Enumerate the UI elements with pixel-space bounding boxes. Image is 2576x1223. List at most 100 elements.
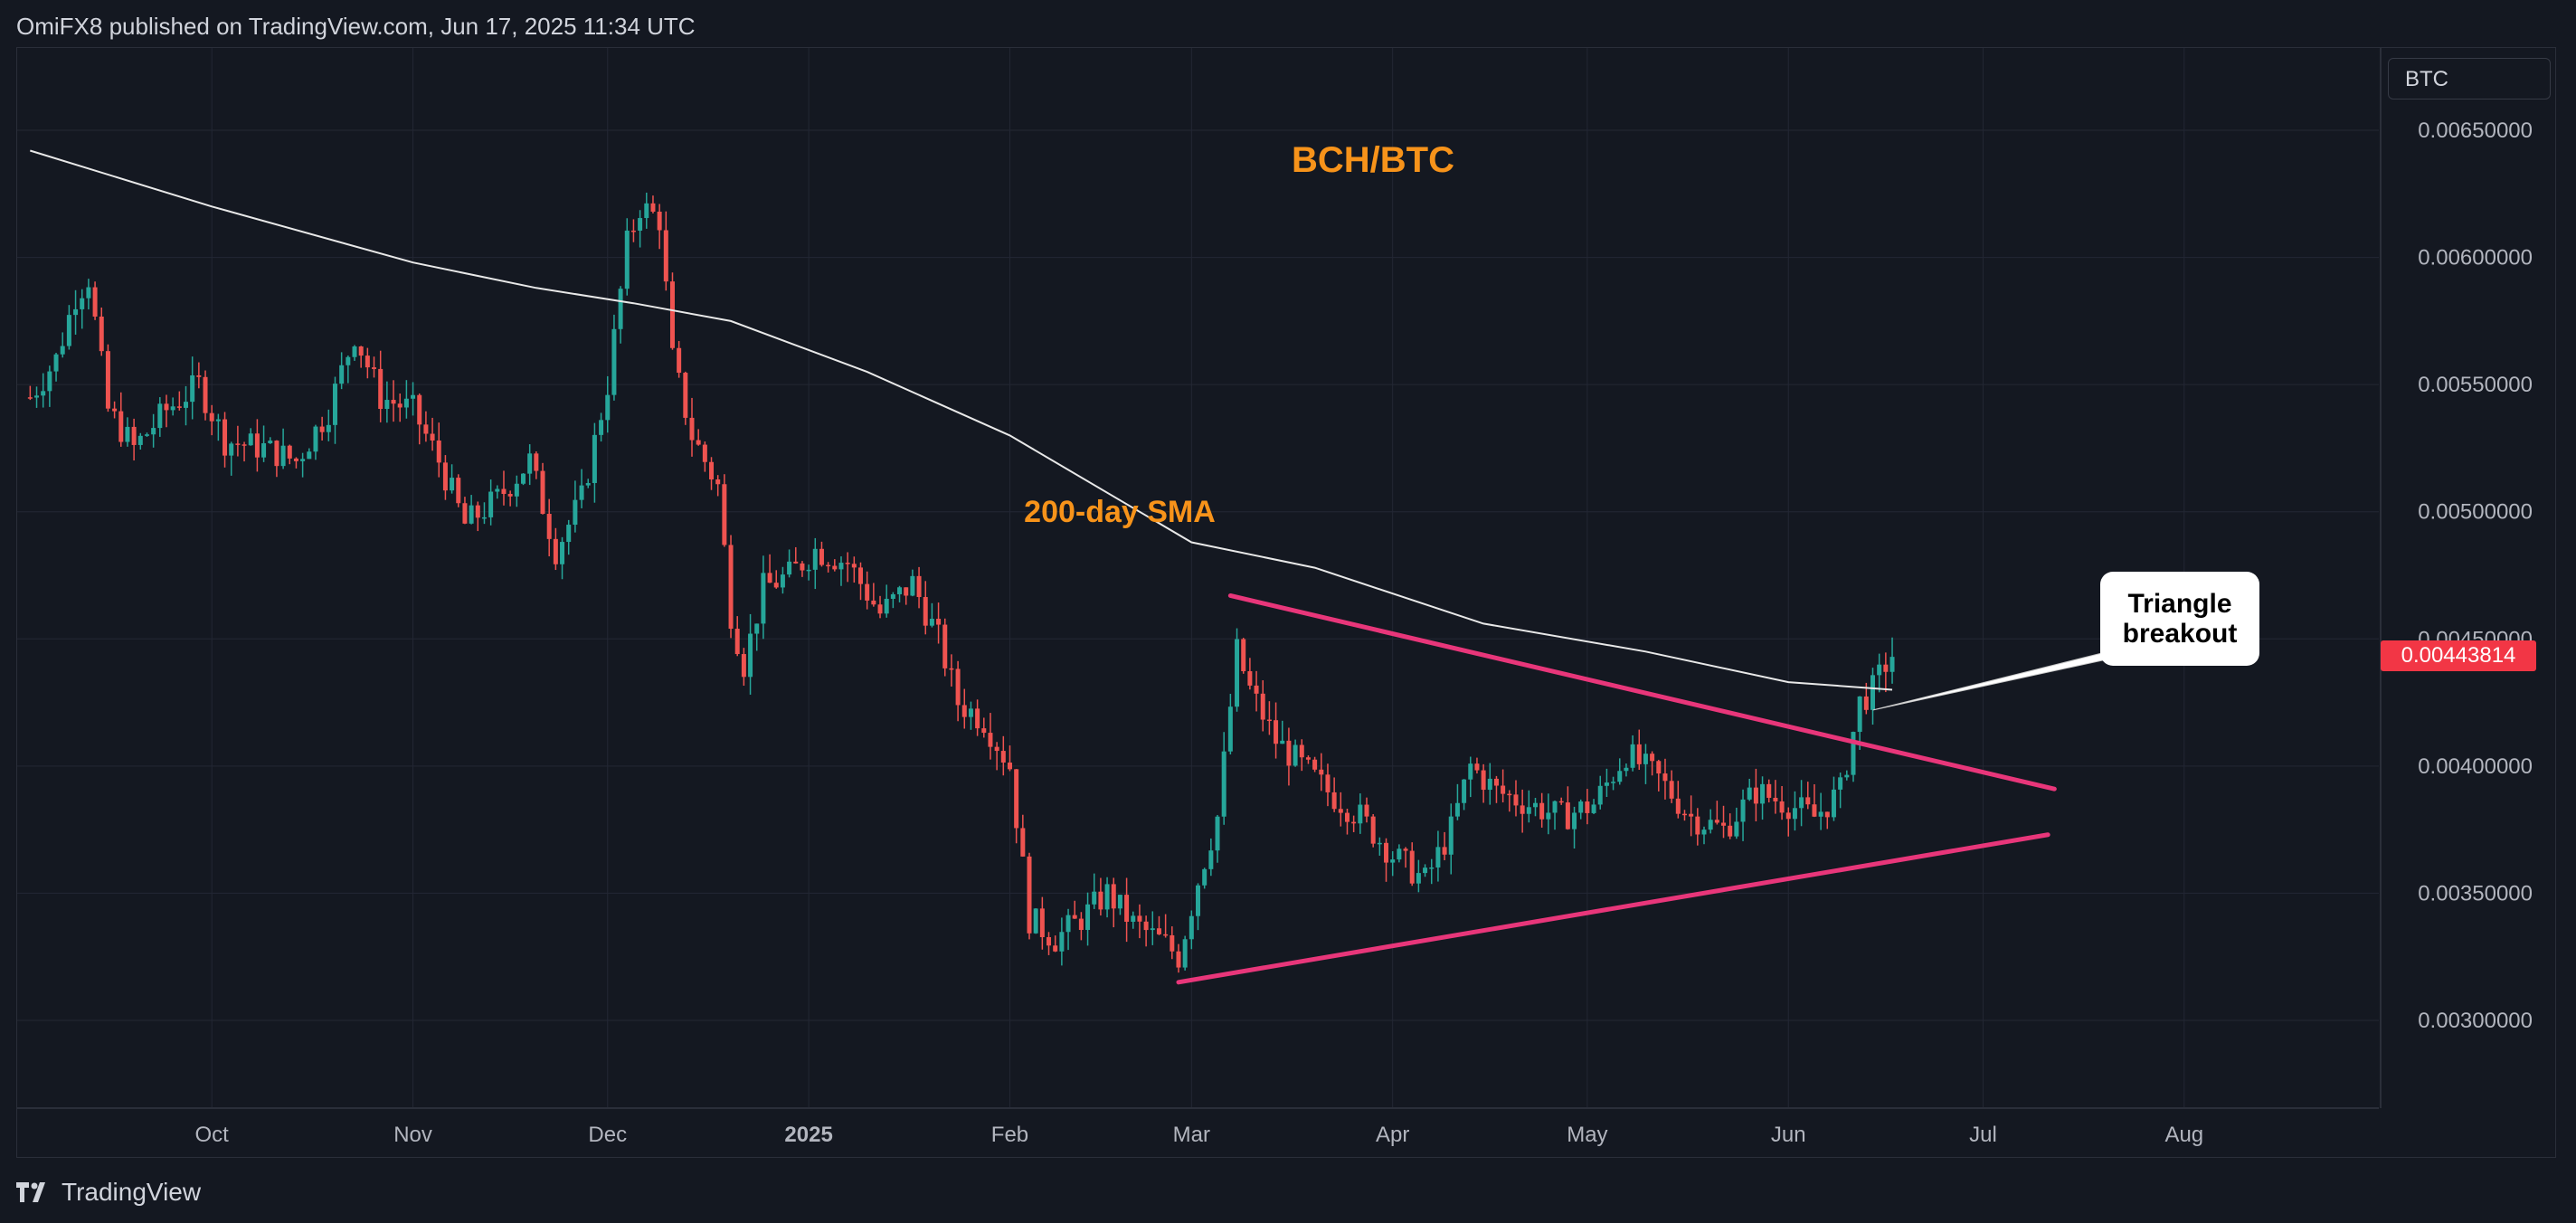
candle-body — [1325, 774, 1331, 792]
callout-line-1: Triangle — [2127, 589, 2232, 619]
candle-body — [1824, 811, 1830, 818]
candle-body — [1170, 934, 1175, 952]
candle-body — [1747, 787, 1752, 800]
candle-body — [1493, 778, 1499, 786]
candle-body — [417, 394, 422, 425]
candle-body — [1163, 934, 1169, 936]
candle-body — [1831, 789, 1836, 818]
candle-body — [981, 728, 987, 734]
candle-body — [99, 316, 104, 352]
x-tick-label: Apr — [1376, 1123, 1409, 1147]
candle-body — [1656, 761, 1662, 774]
candle-body — [1734, 821, 1739, 837]
candle-body — [1597, 785, 1603, 805]
candle-body — [125, 426, 130, 442]
candle-body — [300, 459, 306, 461]
candle-body — [391, 400, 396, 404]
candle-body — [254, 433, 260, 458]
candle-body — [1708, 820, 1713, 830]
candle-body — [884, 598, 889, 614]
candle-body — [1065, 915, 1071, 933]
y-tick-label: 0.00650000 — [2418, 119, 2533, 143]
candle-body — [1844, 774, 1850, 778]
candle-body — [1280, 740, 1285, 744]
candle-body — [1539, 802, 1545, 820]
candle-body — [800, 563, 805, 571]
x-tick-label: Oct — [195, 1123, 230, 1147]
x-tick-label: Jul — [1969, 1123, 1997, 1147]
candle-body — [1442, 847, 1447, 855]
candle-body — [1721, 822, 1727, 826]
candle-body — [669, 281, 675, 348]
candle-body — [462, 503, 468, 524]
x-tick-label: Nov — [393, 1123, 432, 1147]
candle-body — [365, 356, 370, 368]
candle-body — [1358, 804, 1363, 824]
candle-body — [534, 453, 539, 471]
candle-body — [319, 426, 325, 432]
x-tick-label: Dec — [588, 1123, 627, 1147]
candle-body — [1390, 859, 1396, 863]
candle-body — [540, 470, 545, 515]
candle-body — [261, 443, 267, 458]
candle-body — [955, 668, 961, 706]
candle-body — [1020, 828, 1026, 857]
candle-body — [1546, 812, 1551, 820]
symbol-selector[interactable]: BTC — [2388, 58, 2551, 100]
callout-line-2: breakout — [2122, 619, 2238, 649]
candle-body — [1364, 804, 1369, 817]
candle-body — [929, 619, 934, 626]
candle-body — [1182, 939, 1188, 968]
candle-body — [1585, 801, 1590, 813]
tradingview-logo-icon[interactable] — [16, 1182, 52, 1202]
candle-body — [1507, 793, 1512, 796]
candle-body — [1053, 945, 1058, 952]
candle-body — [942, 624, 948, 668]
candle-body — [787, 561, 792, 575]
candle-body — [235, 443, 241, 445]
candle-body — [397, 403, 402, 408]
candle-body — [858, 567, 863, 584]
candle-body — [1299, 744, 1304, 758]
footer-brand: TradingView — [62, 1178, 202, 1206]
candle-body — [60, 346, 65, 355]
candle-body — [1014, 769, 1019, 829]
symbol-label: BTC — [2405, 67, 2448, 91]
candle-body — [988, 733, 993, 747]
candle-body — [378, 368, 384, 410]
candle-body — [1799, 797, 1804, 809]
candle-body — [34, 395, 40, 398]
candle-body — [326, 424, 331, 432]
candle-body — [812, 548, 818, 570]
candle-body — [313, 426, 318, 452]
triangle-lower-line — [1176, 832, 2050, 985]
candle-body — [229, 443, 234, 456]
candle-body — [352, 346, 357, 357]
candle-body — [592, 434, 597, 483]
candle-body — [41, 391, 46, 396]
candle-body — [832, 565, 838, 570]
candle-body — [1046, 937, 1052, 946]
candle-body — [1591, 804, 1596, 813]
candle-body — [1454, 802, 1460, 817]
candle-body — [1027, 856, 1032, 934]
candle-body — [630, 230, 636, 232]
candle-body — [1156, 928, 1161, 934]
candle-body — [624, 230, 630, 289]
candle-body — [1202, 868, 1208, 886]
candle-body — [339, 365, 345, 384]
candle-body — [904, 587, 909, 596]
candle-body — [1429, 867, 1435, 869]
candle-body — [936, 619, 942, 625]
candle-body — [877, 604, 883, 614]
candle-body — [1085, 904, 1091, 931]
candle-body — [170, 406, 175, 411]
candle-body — [248, 433, 253, 446]
candle-body — [196, 374, 202, 377]
candle-body — [1487, 778, 1492, 791]
candle-body — [1728, 825, 1733, 837]
candle-body — [209, 412, 214, 422]
candle-body — [514, 483, 519, 497]
candle-body — [1552, 801, 1558, 813]
